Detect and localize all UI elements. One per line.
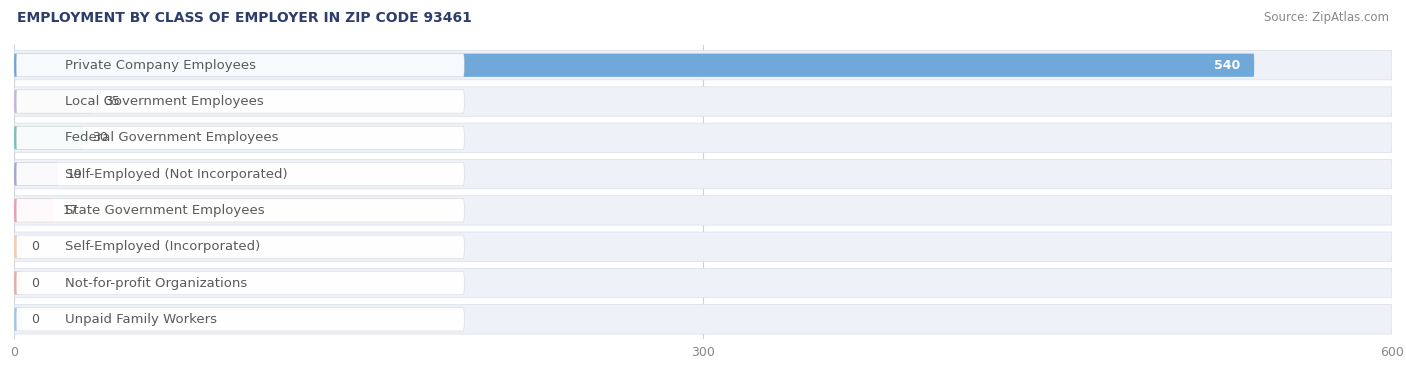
FancyBboxPatch shape <box>17 235 464 258</box>
FancyBboxPatch shape <box>17 90 464 113</box>
FancyBboxPatch shape <box>14 162 58 186</box>
Text: Not-for-profit Organizations: Not-for-profit Organizations <box>65 276 247 290</box>
FancyBboxPatch shape <box>14 268 1392 298</box>
Text: 0: 0 <box>31 240 39 253</box>
Text: State Government Employees: State Government Employees <box>65 204 264 217</box>
Text: 0: 0 <box>31 313 39 326</box>
FancyBboxPatch shape <box>14 199 53 222</box>
Text: 19: 19 <box>67 168 83 181</box>
Text: EMPLOYMENT BY CLASS OF EMPLOYER IN ZIP CODE 93461: EMPLOYMENT BY CLASS OF EMPLOYER IN ZIP C… <box>17 11 472 25</box>
FancyBboxPatch shape <box>14 51 1392 80</box>
FancyBboxPatch shape <box>14 126 83 149</box>
Text: Source: ZipAtlas.com: Source: ZipAtlas.com <box>1264 11 1389 24</box>
FancyBboxPatch shape <box>14 159 1392 189</box>
FancyBboxPatch shape <box>17 271 464 295</box>
FancyBboxPatch shape <box>17 126 464 149</box>
Text: 17: 17 <box>62 204 79 217</box>
FancyBboxPatch shape <box>17 54 464 77</box>
FancyBboxPatch shape <box>14 87 1392 116</box>
FancyBboxPatch shape <box>14 196 1392 225</box>
Text: 540: 540 <box>1215 59 1240 72</box>
Text: 30: 30 <box>93 131 108 144</box>
FancyBboxPatch shape <box>14 235 22 258</box>
FancyBboxPatch shape <box>14 271 22 295</box>
FancyBboxPatch shape <box>17 199 464 222</box>
FancyBboxPatch shape <box>14 232 1392 261</box>
FancyBboxPatch shape <box>14 305 1392 334</box>
Text: Self-Employed (Incorporated): Self-Employed (Incorporated) <box>65 240 260 253</box>
Text: Private Company Employees: Private Company Employees <box>65 59 256 72</box>
FancyBboxPatch shape <box>14 90 94 113</box>
FancyBboxPatch shape <box>17 162 464 186</box>
FancyBboxPatch shape <box>17 308 464 331</box>
Text: 35: 35 <box>104 95 120 108</box>
Text: Federal Government Employees: Federal Government Employees <box>65 131 278 144</box>
FancyBboxPatch shape <box>14 54 1254 77</box>
Text: 0: 0 <box>31 276 39 290</box>
FancyBboxPatch shape <box>14 123 1392 153</box>
Text: Self-Employed (Not Incorporated): Self-Employed (Not Incorporated) <box>65 168 287 181</box>
FancyBboxPatch shape <box>14 308 22 331</box>
Text: Unpaid Family Workers: Unpaid Family Workers <box>65 313 217 326</box>
Text: Local Government Employees: Local Government Employees <box>65 95 263 108</box>
